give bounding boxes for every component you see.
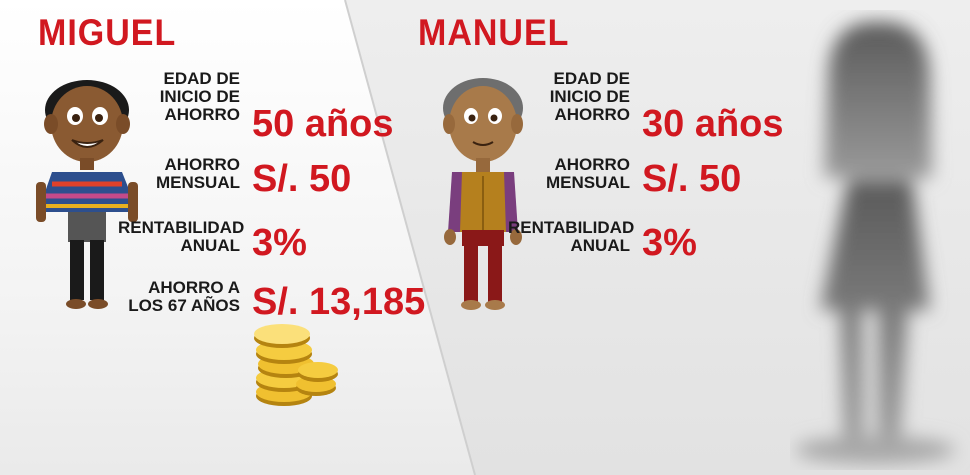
manuel-label-monthly: AHORRO MENSUAL	[545, 155, 630, 192]
manuel-illustration	[443, 78, 523, 310]
manuel-label-start-age: EDAD DE INICIO DE AHORRO	[549, 69, 630, 124]
miguel-label-total: AHORRO A LOS 67 AÑOS	[128, 278, 240, 315]
manuel-label-return: RENTABILIDAD ANUAL	[508, 218, 635, 255]
manuel-name: MANUEL	[418, 12, 570, 54]
manuel-value-return: 3%	[642, 222, 697, 264]
miguel-name: MIGUEL	[38, 12, 177, 54]
miguel-value-monthly: S/. 50	[252, 158, 352, 200]
miguel-label-start-age: EDAD DE INICIO DE AHORRO	[159, 69, 240, 124]
miguel-value-return: 3%	[252, 222, 307, 264]
manuel-value-start-age: 30 años	[642, 103, 784, 145]
shadow-silhouette	[795, 21, 955, 464]
coins-icon	[254, 324, 338, 406]
manuel-value-monthly: S/. 50	[642, 158, 742, 200]
miguel-value-total: S/. 13,185	[252, 281, 426, 323]
miguel-label-return: RENTABILIDAD ANUAL	[118, 218, 245, 255]
miguel-label-monthly: AHORRO MENSUAL	[155, 155, 240, 192]
miguel-illustration	[36, 80, 138, 309]
miguel-value-start-age: 50 años	[252, 103, 394, 145]
